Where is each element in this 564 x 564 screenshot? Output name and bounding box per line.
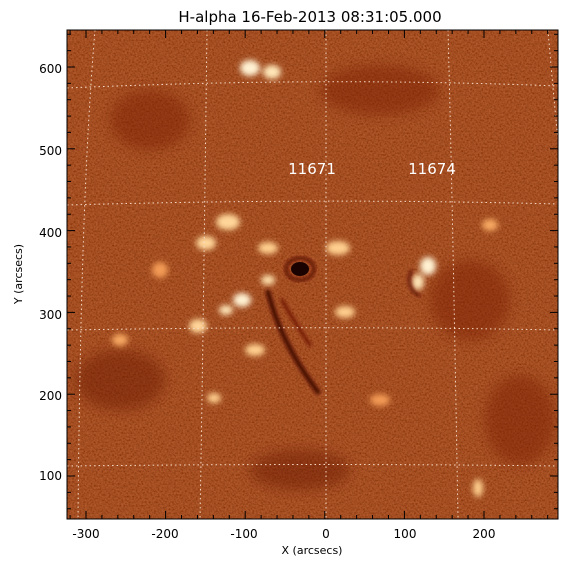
x-tick-label: 0 xyxy=(322,527,330,541)
halpha-image: 11671 11674 xyxy=(67,30,558,519)
x-axis-label: X (arcsecs) xyxy=(282,544,343,557)
sunspot-penumbra xyxy=(284,256,316,282)
region-label-11671: 11671 xyxy=(288,160,336,178)
y-tick-label: 200 xyxy=(39,389,62,403)
x-tick-label: -100 xyxy=(230,527,257,541)
y-axis-label: Y (arcsecs) xyxy=(12,244,25,305)
y-tick-label: 400 xyxy=(39,226,62,240)
y-axis-ticks xyxy=(67,33,558,510)
x-axis-ticks xyxy=(69,30,549,519)
x-tick-label: -200 xyxy=(151,527,178,541)
sunspot xyxy=(291,262,309,276)
chart-title: H-alpha 16-Feb-2013 08:31:05.000 xyxy=(178,8,441,26)
filament xyxy=(265,269,421,395)
bright-plage xyxy=(112,60,498,497)
x-tick-label: 100 xyxy=(394,527,417,541)
dark-regions xyxy=(75,65,555,490)
y-tick-labels: 100 200 300 400 500 600 xyxy=(39,62,62,483)
y-tick-label: 300 xyxy=(39,308,62,322)
y-tick-label: 100 xyxy=(39,469,62,483)
x-tick-label: 200 xyxy=(473,527,496,541)
coordinate-grid xyxy=(67,30,558,519)
region-label-11674: 11674 xyxy=(408,160,456,178)
y-tick-label: 500 xyxy=(39,144,62,158)
plot-frame xyxy=(66,29,559,520)
y-tick-label: 600 xyxy=(39,62,62,76)
x-tick-labels: -300 -200 -100 0 100 200 xyxy=(72,527,495,541)
x-tick-label: -300 xyxy=(72,527,99,541)
